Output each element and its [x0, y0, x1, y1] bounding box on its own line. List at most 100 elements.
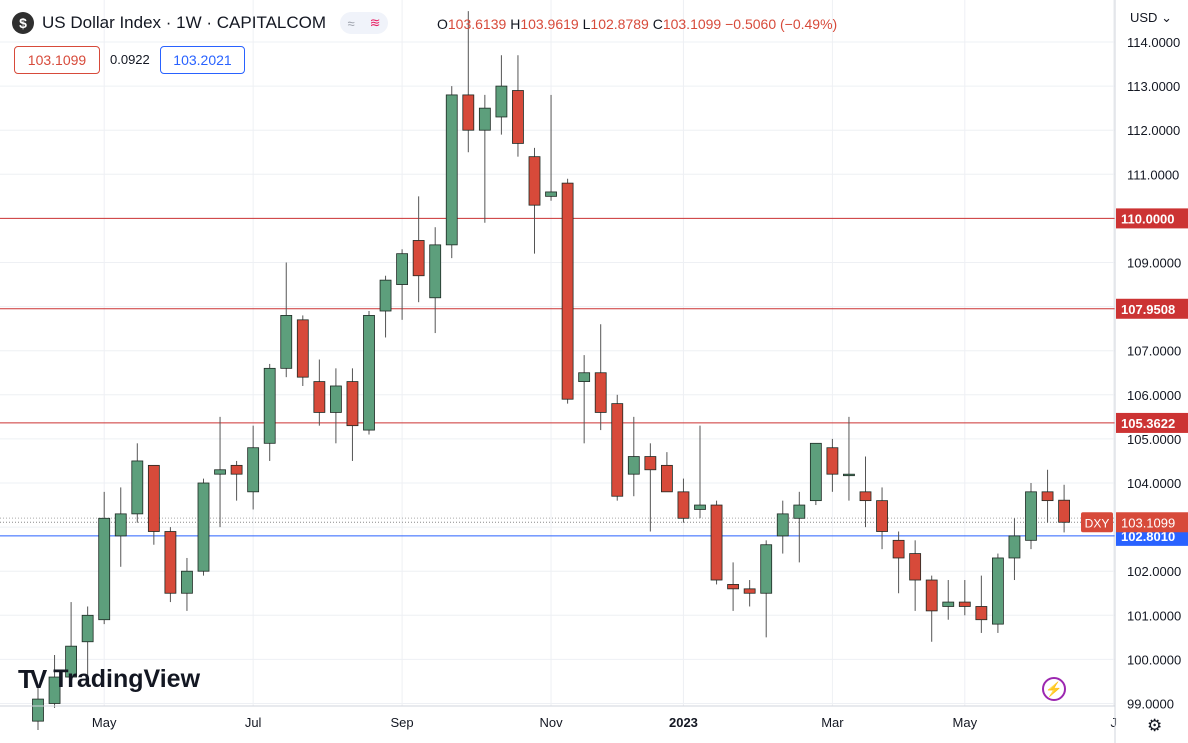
- candle: [181, 557, 193, 611]
- dollar-symbol-icon[interactable]: $: [12, 12, 34, 34]
- y-tick-label: 102.0000: [1127, 564, 1181, 579]
- candle: [627, 416, 640, 497]
- change-value: −0.5060 (−0.49%): [725, 16, 838, 32]
- candle: [992, 553, 1004, 633]
- candle-body: [892, 539, 905, 559]
- candle: [826, 438, 839, 492]
- candle: [1008, 518, 1021, 581]
- candle: [727, 562, 739, 611]
- candle-body: [1025, 491, 1037, 541]
- candle: [197, 478, 210, 576]
- candle: [661, 452, 673, 493]
- candle-body: [644, 456, 657, 471]
- candle: [164, 527, 177, 603]
- y-tick-label: 113.0000: [1127, 79, 1180, 94]
- x-tick-label: Nov: [539, 715, 563, 730]
- low-value: 102.8789: [590, 16, 649, 32]
- level-label: 105.3622: [1121, 416, 1175, 431]
- currency-label: USD: [1130, 10, 1158, 25]
- candle: [280, 262, 293, 378]
- lightning-icon[interactable]: ⚡: [1042, 677, 1066, 701]
- y-tick-label: 105.0000: [1127, 432, 1181, 447]
- candle-body: [445, 94, 458, 246]
- candle-body: [992, 557, 1004, 625]
- candle-body: [495, 85, 508, 118]
- level-label-bg: [1116, 208, 1188, 229]
- currency-selector[interactable]: USD ⌄: [1130, 10, 1172, 26]
- candle-body: [280, 315, 293, 369]
- candle-body: [396, 253, 409, 285]
- candle: [48, 654, 61, 708]
- candle-body: [611, 403, 624, 497]
- candle-body: [247, 447, 260, 493]
- candle-body: [1008, 535, 1021, 559]
- y-tick-label: 100.0000: [1127, 652, 1181, 667]
- indicator-pill[interactable]: ≈ ≋: [340, 12, 389, 34]
- candle: [760, 540, 773, 638]
- symbol-tag-bg: [1081, 512, 1113, 533]
- tradingview-mark-icon: TV: [18, 664, 47, 694]
- pulse-icon: ≋: [369, 15, 381, 30]
- candle: [793, 491, 806, 563]
- candle-body: [1041, 491, 1054, 502]
- candle-body: [710, 504, 723, 581]
- candle-body: [859, 491, 872, 502]
- close-label: C: [652, 16, 663, 32]
- y-tick-label: 101.0000: [1127, 608, 1181, 623]
- candle-body: [661, 464, 673, 493]
- candle: [65, 602, 77, 682]
- candle-body: [412, 240, 425, 277]
- candle-body: [743, 588, 756, 594]
- candle-body: [164, 531, 177, 594]
- buy-price-button[interactable]: 103.2021: [160, 46, 245, 74]
- x-tick-label: Sep: [391, 715, 414, 730]
- candle-body: [48, 676, 61, 704]
- candle: [743, 580, 756, 607]
- candle: [561, 178, 574, 404]
- sell-price-button[interactable]: 103.1099: [14, 46, 100, 74]
- candle: [131, 443, 144, 523]
- candle: [1058, 484, 1070, 533]
- candle-body: [578, 372, 591, 382]
- candle: [710, 500, 723, 585]
- candle-body: [81, 614, 94, 643]
- candle: [545, 94, 557, 201]
- x-tick-label: 2023: [669, 715, 698, 730]
- candle: [942, 580, 955, 620]
- candle-body: [32, 698, 44, 722]
- candle-body: [147, 464, 160, 532]
- candle: [296, 315, 309, 386]
- candle: [147, 464, 160, 545]
- candle-body: [230, 464, 243, 475]
- candle-body: [843, 473, 855, 477]
- symbol-title[interactable]: US Dollar Index · 1W · CAPITALCOM: [42, 13, 327, 32]
- candle: [412, 196, 425, 303]
- level-label: 110.0000: [1121, 211, 1175, 226]
- tradingview-wordmark: TradingView: [53, 665, 201, 693]
- candle: [329, 368, 342, 444]
- tradingview-logo[interactable]: TV TradingView: [18, 664, 200, 695]
- candle: [396, 249, 409, 320]
- horizontal-lines: [0, 217, 1115, 537]
- candle: [859, 456, 872, 528]
- candles: [32, 11, 1070, 730]
- level-label: 102.8010: [1121, 529, 1175, 544]
- x-tick-label: Jul: [245, 715, 262, 730]
- candle-body: [727, 584, 739, 590]
- candle-body: [760, 544, 773, 594]
- candle-body: [478, 107, 491, 131]
- level-label-bg: [1116, 412, 1188, 433]
- candle-body: [809, 442, 822, 502]
- candle: [958, 580, 971, 616]
- candle-body: [313, 381, 326, 413]
- candle-body: [958, 601, 971, 607]
- gear-icon[interactable]: ⚙: [1147, 716, 1163, 735]
- candle-body: [263, 367, 276, 444]
- symbol-tag: DXY: [1085, 516, 1110, 530]
- candle: [379, 275, 392, 338]
- candle: [363, 311, 375, 435]
- candle-body: [975, 606, 988, 621]
- candle: [462, 11, 475, 153]
